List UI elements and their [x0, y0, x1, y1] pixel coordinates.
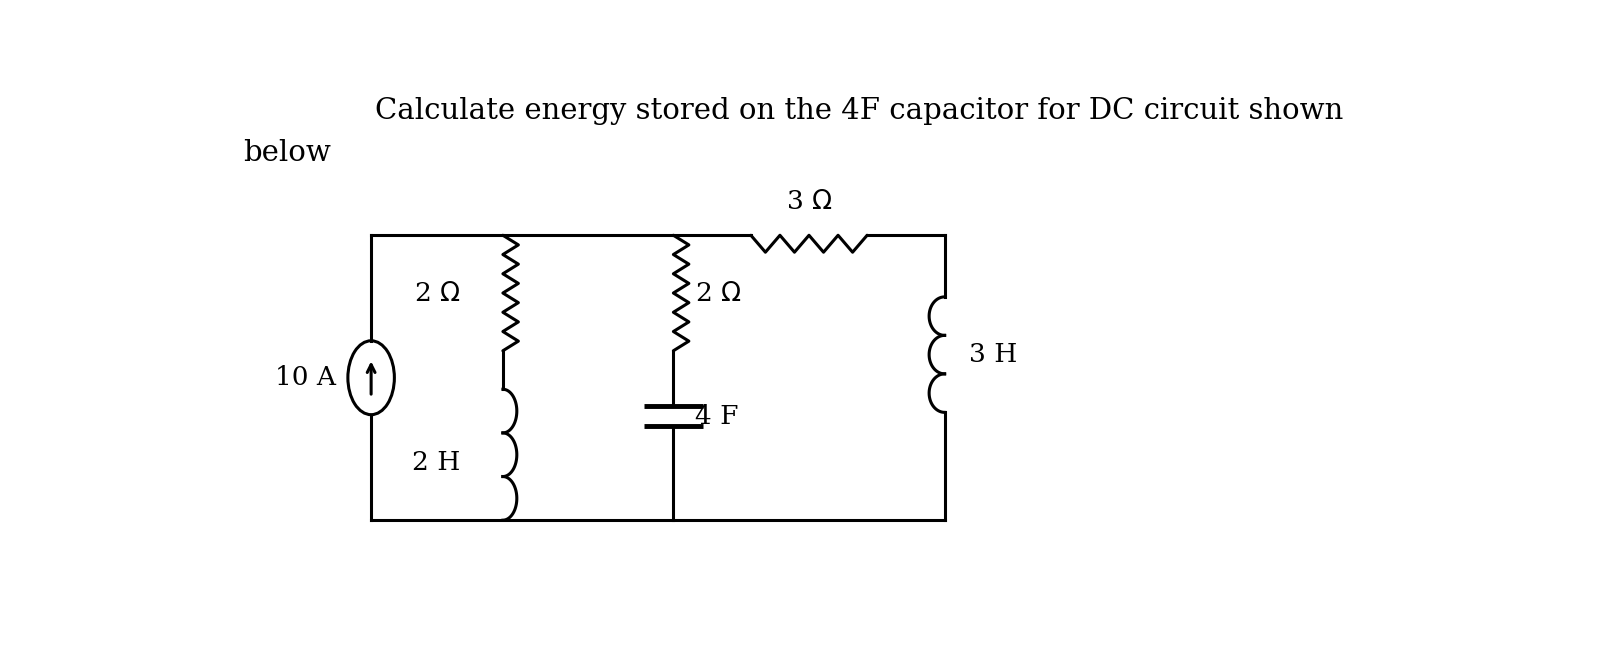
Text: 2 $\Omega$: 2 $\Omega$ [414, 280, 461, 305]
Text: 3 $\Omega$: 3 $\Omega$ [786, 189, 831, 214]
Text: 2 $\Omega$: 2 $\Omega$ [695, 280, 742, 305]
Text: 4 F: 4 F [695, 404, 738, 429]
Text: 10 A: 10 A [274, 365, 337, 390]
Text: Calculate energy stored on the 4F capacitor for DC circuit shown: Calculate energy stored on the 4F capaci… [376, 97, 1343, 124]
Text: 3 H: 3 H [969, 342, 1018, 367]
Text: below: below [244, 139, 331, 167]
Text: 2 H: 2 H [412, 450, 461, 475]
